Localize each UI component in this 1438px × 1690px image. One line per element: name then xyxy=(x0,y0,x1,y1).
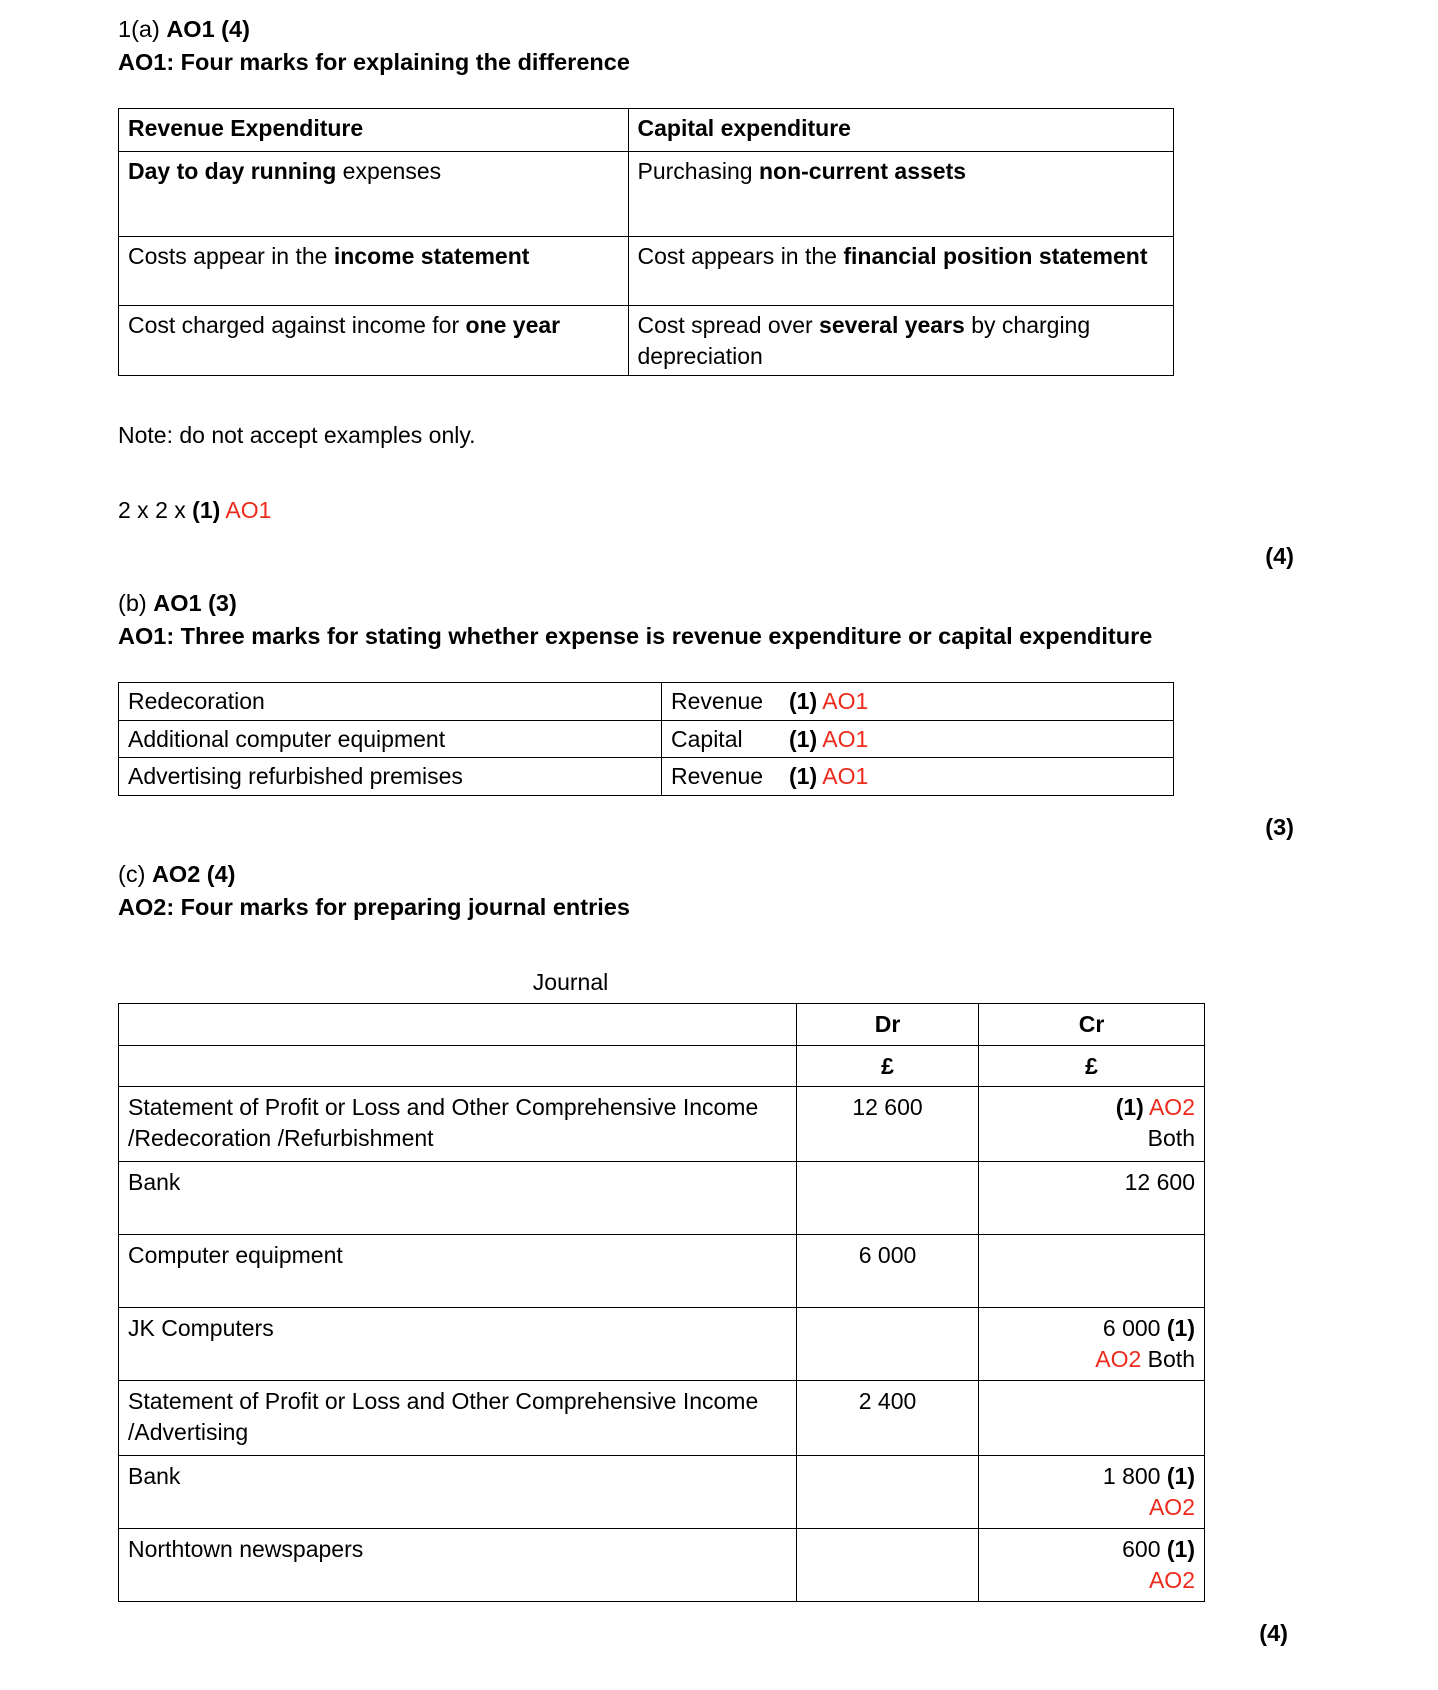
part-a-subheading: AO1: Four marks for explaining the diffe… xyxy=(118,49,630,76)
table-journal-entries: Dr Cr £ £ Statement of Profit or Loss an… xyxy=(118,1003,1205,1603)
table-header-row: Dr Cr xyxy=(118,1003,1205,1046)
part-b-heading-prefix: (b) xyxy=(118,589,154,616)
cell-expense-item: Additional computer equipment xyxy=(118,719,662,759)
table-row: Bank 12 600 xyxy=(118,1161,1205,1236)
part-c-heading-bold: AO2 (4) xyxy=(151,860,236,887)
part-b-heading: (b) AO1 (3) xyxy=(118,588,1318,619)
table-row: Advertising refurbished premises Revenue… xyxy=(118,757,1174,796)
table-row: Northtown newspapers 600 (1) AO2 xyxy=(118,1528,1205,1603)
table-row: Computer equipment 6 000 xyxy=(118,1234,1205,1309)
calc-plain: 2 x 2 x xyxy=(118,496,193,523)
cell-capital-1: Purchasing non-current assets xyxy=(627,151,1174,238)
journal-cr-value: 12 600 xyxy=(978,1161,1205,1236)
journal-dr-value: 12 600 xyxy=(796,1086,979,1163)
table-row: JK Computers 6 000 (1) AO2 Both xyxy=(118,1307,1205,1382)
table-expense-classification: Redecoration Revenue (1) AO1 Additional c… xyxy=(118,681,1174,796)
calc-ao-label: AO1 xyxy=(220,496,272,523)
journal-header-cr: Cr xyxy=(978,1003,1205,1046)
part-b-total-marks: (3) xyxy=(1265,813,1294,840)
part-a-heading: 1(a) AO1 (4) xyxy=(118,14,1318,45)
table-row: Statement of Profit or Loss and Other Co… xyxy=(118,1380,1205,1457)
table-currency-row: £ £ xyxy=(118,1044,1205,1088)
cell-capital-2: Cost appears in the financial position s… xyxy=(627,236,1174,307)
journal-dr-value xyxy=(796,1455,979,1530)
table-row: Revenue Expenditure Capital expenditure xyxy=(118,108,1174,153)
part-a-heading-prefix: 1(a) xyxy=(118,16,167,42)
cell-revenue-2: Costs appear in the income statement xyxy=(118,236,629,307)
journal-dr-value xyxy=(796,1161,979,1236)
table-row: Cost charged against income for one year… xyxy=(118,305,1174,377)
journal-currency-cr: £ xyxy=(978,1044,1205,1088)
part-a-calculation: 2 x 2 x (1) AO1 xyxy=(118,495,1318,525)
table-row: Costs appear in the income statement Cos… xyxy=(118,236,1174,307)
part-a-total-marks: (4) xyxy=(1265,542,1294,569)
journal-header-dr: Dr xyxy=(796,1003,979,1046)
part-c-heading: (c) AO2 (4) xyxy=(118,859,1318,890)
journal-currency-dr: £ xyxy=(796,1044,979,1088)
part-a-heading-bold: AO1 (4) xyxy=(166,16,250,42)
part-b-subheading: AO1: Three marks for stating whether exp… xyxy=(118,622,1153,649)
part-c-subheading: AO2: Four marks for preparing journal en… xyxy=(118,893,630,920)
journal-description: Northtown newspapers xyxy=(118,1528,797,1603)
journal-cr-value xyxy=(978,1380,1205,1457)
journal-description: Statement of Profit or Loss and Other Co… xyxy=(118,1086,797,1163)
journal-description: Statement of Profit or Loss and Other Co… xyxy=(118,1380,797,1457)
journal-cr-value: (1) AO2 Both xyxy=(978,1086,1205,1163)
journal-dr-value: 2 400 xyxy=(796,1380,979,1457)
table-row: Statement of Profit or Loss and Other Co… xyxy=(118,1086,1205,1163)
cell-expense-item: Redecoration xyxy=(118,681,662,721)
cell-expense-classification: Revenue (1) AO1 xyxy=(661,681,1174,721)
journal-cr-value: 1 800 (1) AO2 xyxy=(978,1455,1205,1530)
cell-revenue-3: Cost charged against income for one year xyxy=(118,305,629,377)
journal-dr-value xyxy=(796,1528,979,1603)
part-b-heading-bold: AO1 (3) xyxy=(153,589,237,616)
table-revenue-vs-capital: Revenue Expenditure Capital expenditure … xyxy=(118,108,1174,377)
part-a-note: Note: do not accept examples only. xyxy=(118,422,476,449)
journal-cr-value: 6 000 (1) AO2 Both xyxy=(978,1307,1205,1382)
journal-description: Bank xyxy=(118,1455,797,1530)
journal-dr-value: 6 000 xyxy=(796,1234,979,1309)
journal-dr-value xyxy=(796,1307,979,1382)
cell-expense-classification: Revenue (1) AO1 xyxy=(661,757,1174,796)
header-revenue-expenditure: Revenue Expenditure xyxy=(118,108,629,153)
cell-capital-3: Cost spread over several years by chargi… xyxy=(627,305,1174,377)
journal-header-blank xyxy=(118,1003,797,1046)
header-capital-expenditure: Capital expenditure xyxy=(627,108,1174,153)
cell-expense-classification: Capital (1) AO1 xyxy=(661,719,1174,759)
part-c-heading-prefix: (c) xyxy=(118,860,152,887)
journal-description: Bank xyxy=(118,1161,797,1236)
table-row: Redecoration Revenue (1) AO1 xyxy=(118,681,1174,721)
journal-title: Journal xyxy=(532,968,609,995)
table-row: Additional computer equipment Capital (1)… xyxy=(118,719,1174,759)
cell-expense-item: Advertising refurbished premises xyxy=(118,757,662,796)
calc-mark: (1) xyxy=(192,496,221,523)
cell-revenue-1: Day to day running expenses xyxy=(118,151,629,238)
journal-description: JK Computers xyxy=(118,1307,797,1382)
table-row: Day to day running expenses Purchasing n… xyxy=(118,151,1174,238)
table-row: Bank 1 800 (1) AO2 xyxy=(118,1455,1205,1530)
journal-description: Computer equipment xyxy=(118,1234,797,1309)
journal-cr-value: 600 (1) AO2 xyxy=(978,1528,1205,1603)
journal-cr-value xyxy=(978,1234,1205,1309)
journal-currency-blank xyxy=(118,1044,797,1088)
part-c-total-marks: (4) xyxy=(1259,1620,1288,1647)
